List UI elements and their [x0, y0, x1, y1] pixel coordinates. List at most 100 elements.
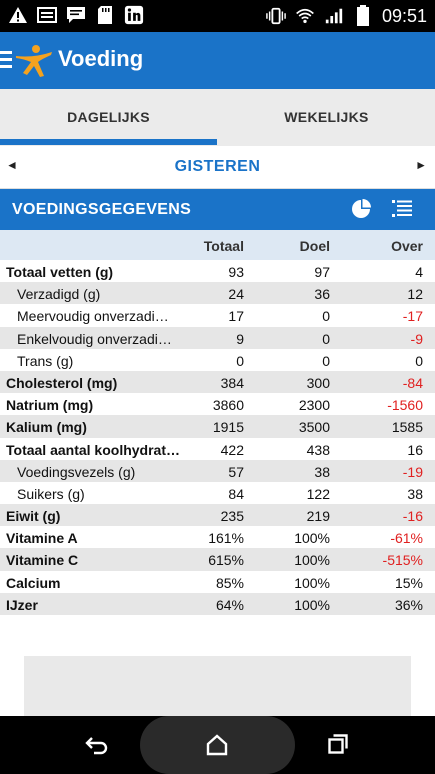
row-goal: 2300 — [298, 397, 330, 414]
image-icon — [37, 5, 57, 25]
table-row[interactable]: Eiwit (g) 235 219 -16 — [0, 504, 435, 527]
row-goal: 3500 — [298, 419, 330, 436]
table-row[interactable]: IJzer 64% 100% 36% — [0, 592, 435, 615]
table-row[interactable]: Totaal vetten (g) 93 97 4 — [0, 260, 435, 282]
row-goal: 100% — [294, 596, 330, 613]
row-total: 85% — [215, 574, 244, 591]
table-row[interactable]: Vitamine A 161% 100% -61% — [0, 526, 435, 548]
row-name: IJzer — [6, 596, 38, 613]
table-row[interactable]: Calcium 85% 100% 15% — [0, 571, 435, 593]
row-goal: 0 — [322, 330, 330, 347]
row-goal: 36 — [314, 286, 330, 303]
row-total: 24 — [228, 286, 244, 303]
section-title: VOEDINGSGEGEVENS — [12, 201, 192, 218]
row-over: 38 — [407, 485, 423, 502]
row-goal: 438 — [306, 441, 330, 458]
row-name: Verzadigd (g) — [17, 286, 101, 303]
row-total: 17 — [228, 308, 244, 325]
table-row[interactable]: Vitamine C 615% 100% -515% — [0, 548, 435, 571]
row-name: Vitamine A — [6, 530, 78, 547]
table-row[interactable]: Enkelvoudig onverzadi… 9 0 -9 — [0, 326, 435, 349]
nutrition-table: Totaal vetten (g) 93 97 4 Verzadigd (g) 24 36 1… — [0, 260, 435, 615]
row-over: 4 — [415, 264, 423, 280]
list-view-icon[interactable] — [391, 198, 413, 220]
row-over: -9 — [410, 330, 423, 347]
row-goal: 300 — [306, 374, 330, 391]
row-total: 3860 — [212, 397, 244, 414]
sd-card-icon — [95, 5, 115, 25]
warning-icon — [8, 5, 28, 25]
row-total: 235 — [220, 508, 244, 525]
row-goal: 38 — [314, 463, 330, 480]
row-name: Trans (g) — [17, 352, 74, 369]
row-goal: 122 — [306, 485, 330, 502]
app-logo-icon — [14, 44, 54, 78]
row-over: -16 — [402, 508, 423, 525]
status-bar: 09:51 — [0, 0, 435, 32]
row-goal: 219 — [306, 508, 330, 525]
row-total: 84 — [228, 485, 244, 502]
row-over: -1560 — [387, 397, 423, 414]
row-name: Eiwit (g) — [6, 508, 61, 525]
row-over: 0 — [415, 352, 423, 369]
app-title: Voeding — [58, 46, 144, 71]
row-name: Totaal aantal koolhydrat… — [6, 441, 180, 458]
column-over: Over — [391, 238, 423, 254]
table-row[interactable]: Natrium (mg) 3860 2300 -1560 — [0, 393, 435, 415]
row-name: Voedingsvezels (g) — [17, 463, 136, 480]
tab-indicator — [0, 139, 217, 145]
table-row[interactable]: Trans (g) 0 0 0 — [0, 349, 435, 371]
row-total: 422 — [220, 441, 244, 458]
row-name: Calcium — [6, 574, 61, 591]
battery-icon — [353, 5, 373, 26]
recent-apps-icon[interactable] — [328, 734, 348, 754]
tab-daily[interactable]: DAGELIJKS — [67, 109, 150, 125]
pie-chart-icon[interactable] — [351, 199, 371, 219]
row-total: 93 — [228, 264, 244, 280]
next-day-button[interactable]: ► — [415, 158, 427, 172]
column-total: Totaal — [203, 238, 244, 254]
table-row[interactable]: Voedingsvezels (g) 57 38 -19 — [0, 459, 435, 482]
row-over: 36% — [394, 596, 423, 613]
row-total: 57 — [228, 463, 244, 480]
day-navigation: ◄ GISTEREN ► — [0, 146, 435, 189]
ad-banner[interactable] — [24, 656, 411, 716]
back-icon[interactable] — [84, 735, 110, 755]
signal-icon — [324, 6, 344, 26]
row-name: Kalium (mg) — [6, 419, 87, 436]
day-label: GISTEREN — [174, 158, 261, 175]
table-row[interactable]: Verzadigd (g) 24 36 12 — [0, 282, 435, 305]
menu-icon[interactable] — [0, 51, 12, 71]
row-total: 384 — [220, 374, 244, 391]
table-row[interactable]: Cholesterol (mg) 384 300 -84 — [0, 370, 435, 394]
wifi-icon — [295, 6, 315, 26]
table-header: Totaal Doel Over — [0, 230, 435, 260]
row-name: Suikers (g) — [17, 485, 85, 502]
row-total: 9 — [236, 330, 244, 347]
status-time: 09:51 — [381, 6, 427, 26]
table-row[interactable]: Totaal aantal koolhydrat… 422 438 16 — [0, 438, 435, 460]
table-row[interactable]: Meervoudig onverzadi… 17 0 -17 — [0, 304, 435, 326]
row-over: 16 — [407, 441, 423, 458]
row-over: 12 — [407, 286, 423, 303]
home-icon[interactable] — [206, 734, 228, 756]
row-name: Vitamine C — [6, 552, 79, 569]
row-goal: 97 — [314, 264, 330, 280]
linkedin-icon — [124, 5, 144, 25]
period-tabs: DAGELIJKS WEKELIJKS — [0, 89, 435, 146]
row-name: Natrium (mg) — [6, 397, 94, 414]
row-total: 0 — [236, 352, 244, 369]
table-row[interactable]: Suikers (g) 84 122 38 — [0, 482, 435, 504]
tab-weekly[interactable]: WEKELIJKS — [284, 109, 369, 125]
row-total: 1915 — [212, 419, 244, 436]
section-header: VOEDINGSGEGEVENS — [0, 189, 435, 230]
system-nav-bar — [0, 716, 435, 774]
row-over: -515% — [382, 552, 423, 569]
row-name: Meervoudig onverzadi… — [17, 308, 169, 325]
row-total: 615% — [208, 552, 244, 569]
row-total: 161% — [208, 530, 244, 547]
previous-day-button[interactable]: ◄ — [6, 158, 18, 172]
message-icon — [66, 5, 86, 25]
row-over: 15% — [394, 574, 423, 591]
table-row[interactable]: Kalium (mg) 1915 3500 1585 — [0, 415, 435, 438]
